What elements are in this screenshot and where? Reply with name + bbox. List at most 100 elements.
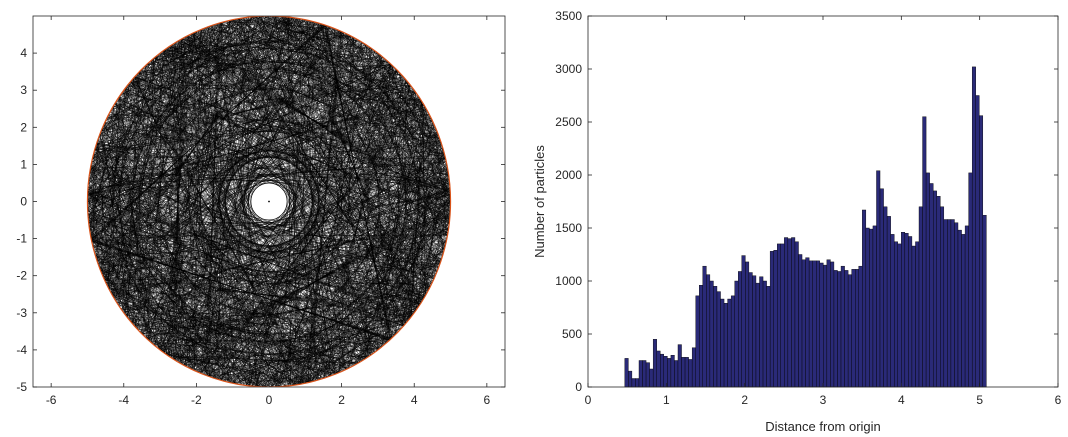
histogram-bar bbox=[908, 236, 913, 388]
histogram-bar bbox=[947, 219, 952, 388]
histogram-bar bbox=[702, 265, 707, 388]
histogram-bar bbox=[738, 271, 742, 388]
histogram-bar bbox=[929, 183, 934, 388]
histogram-bar bbox=[656, 350, 661, 388]
histogram-bar bbox=[925, 172, 930, 388]
histogram-bar bbox=[876, 170, 881, 388]
histogram-bar bbox=[642, 360, 647, 388]
histogram-bar bbox=[950, 219, 955, 388]
histogram-bar bbox=[713, 286, 718, 388]
histogram-bar bbox=[897, 243, 902, 388]
histogram-bar bbox=[752, 275, 757, 388]
left-y-tick-label: -4 bbox=[16, 343, 27, 357]
histogram-bar bbox=[847, 274, 852, 388]
histogram-bar bbox=[812, 260, 817, 388]
left-x-tick-label: -2 bbox=[191, 393, 202, 407]
histogram-bar bbox=[674, 360, 679, 388]
histogram-bar bbox=[688, 359, 693, 388]
histogram-bar bbox=[855, 269, 859, 388]
histogram-bar bbox=[936, 195, 941, 388]
right-y-tick-label: 1000 bbox=[555, 274, 582, 288]
histogram-bar bbox=[734, 280, 739, 388]
histogram-bar bbox=[681, 357, 686, 388]
histogram-bar bbox=[805, 257, 810, 388]
left-y-tick-label: -1 bbox=[16, 232, 27, 246]
histogram-bar bbox=[954, 222, 959, 388]
histogram-bar bbox=[677, 344, 682, 388]
histogram-bar bbox=[635, 378, 640, 388]
right-y-tick-label: 3000 bbox=[555, 62, 582, 76]
histogram-bar bbox=[769, 251, 774, 388]
histogram-bar bbox=[684, 357, 689, 388]
histogram-bar bbox=[787, 238, 792, 388]
histogram-bar bbox=[723, 303, 728, 388]
histogram-bar bbox=[649, 368, 654, 388]
boundary-circle bbox=[86, 16, 452, 387]
histogram-bar bbox=[833, 270, 838, 388]
histogram-bar bbox=[720, 298, 725, 388]
left-y-tick-label: 4 bbox=[20, 46, 27, 60]
histogram-bar bbox=[716, 291, 721, 388]
histogram-bar bbox=[660, 353, 665, 388]
histogram-bar bbox=[865, 227, 870, 388]
left-x-tick-label: 4 bbox=[411, 393, 418, 407]
histogram-bar bbox=[940, 206, 945, 388]
right-y-tick-label: 0 bbox=[575, 380, 582, 394]
histogram-bar bbox=[869, 228, 874, 388]
histogram-bar bbox=[933, 190, 937, 388]
histogram-bar bbox=[798, 254, 803, 388]
histogram-bar bbox=[652, 339, 657, 388]
histogram-bar bbox=[706, 274, 711, 388]
histogram-bar bbox=[957, 229, 962, 388]
histogram-bar bbox=[968, 172, 973, 388]
right-plot-histogram: 0 1 2 3 4 5 6 0 500 1000 1500 2000 2500 3000 3500 Dista… bbox=[532, 9, 1062, 434]
histogram-bar bbox=[638, 360, 643, 388]
histogram-bar bbox=[780, 243, 785, 388]
histogram-bar bbox=[879, 188, 884, 388]
left-y-tick-label: 2 bbox=[20, 120, 27, 134]
histogram-bar bbox=[826, 259, 831, 388]
histogram-bar bbox=[862, 209, 867, 388]
histogram-bar bbox=[631, 378, 636, 388]
histogram-bar bbox=[759, 276, 764, 388]
histogram-bar bbox=[851, 269, 856, 388]
histogram-bar bbox=[901, 232, 906, 388]
histogram-bar bbox=[961, 234, 966, 388]
right-y-tick-label: 1500 bbox=[555, 221, 582, 235]
histogram-bar bbox=[979, 115, 984, 388]
histogram-bar bbox=[890, 234, 895, 388]
right-y-tick-label: 500 bbox=[562, 327, 582, 341]
x-axis-label: Distance from origin bbox=[765, 419, 881, 434]
histogram-bar bbox=[801, 259, 806, 388]
histogram-bar bbox=[883, 206, 888, 388]
histogram-bar bbox=[766, 286, 771, 388]
left-y-tick-label: -5 bbox=[16, 380, 27, 394]
histogram-bar bbox=[691, 347, 696, 388]
right-y-tick-label: 2000 bbox=[555, 168, 582, 182]
histogram-bar bbox=[699, 285, 703, 388]
histogram-bar bbox=[837, 271, 842, 388]
histogram-bar bbox=[872, 225, 877, 388]
right-y-tick-label: 3500 bbox=[555, 9, 582, 23]
histogram-bar bbox=[628, 370, 633, 388]
histogram-bar bbox=[730, 295, 735, 388]
histogram-bar bbox=[823, 264, 828, 388]
histogram-bar bbox=[971, 66, 976, 388]
histogram-bar bbox=[794, 241, 799, 388]
left-y-tick-label: 0 bbox=[20, 195, 27, 209]
right-x-tick-label: 0 bbox=[585, 393, 592, 407]
histogram-bar bbox=[748, 272, 753, 388]
histogram-bar bbox=[773, 250, 778, 388]
y-axis-label: Number of particles bbox=[532, 145, 547, 258]
left-x-tick-label: 2 bbox=[338, 393, 345, 407]
histogram-bar bbox=[830, 261, 835, 388]
right-x-tick-label: 4 bbox=[898, 393, 905, 407]
trajectory-layer bbox=[86, 16, 452, 387]
histogram-bar bbox=[762, 280, 767, 388]
left-x-tick-label: 0 bbox=[266, 393, 273, 407]
histogram-bar bbox=[904, 233, 909, 388]
right-x-tick-label: 6 bbox=[1055, 393, 1062, 407]
left-y-tick-label: -2 bbox=[16, 269, 27, 283]
histogram-bar bbox=[663, 356, 668, 388]
